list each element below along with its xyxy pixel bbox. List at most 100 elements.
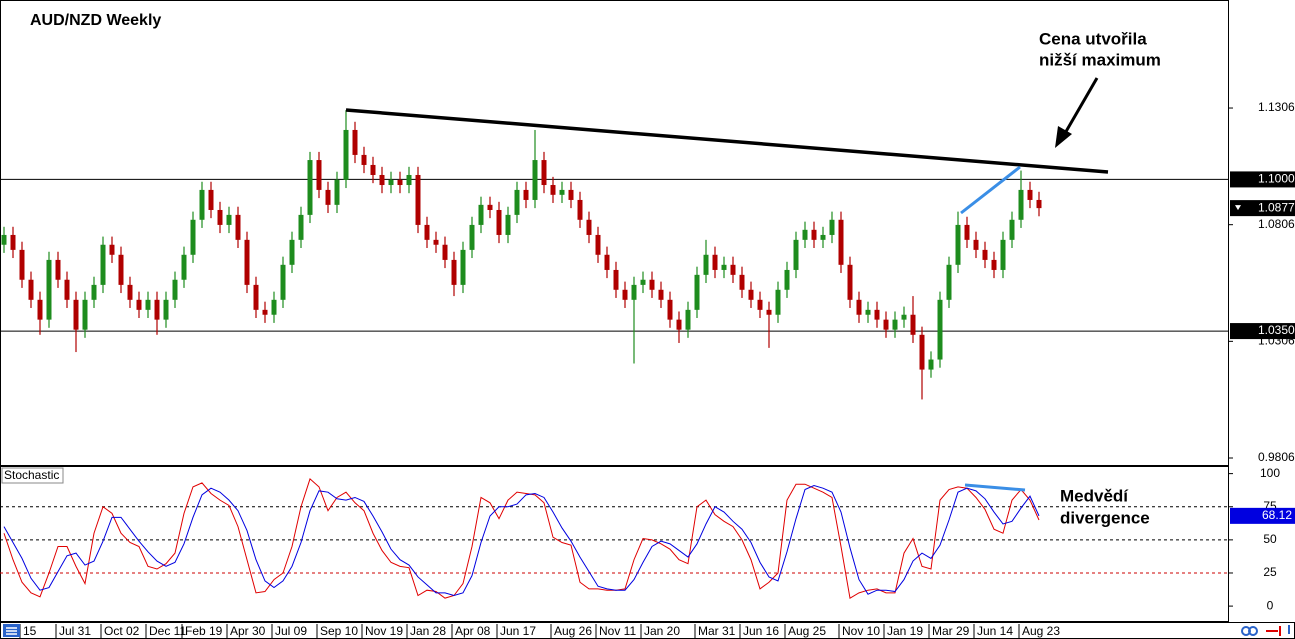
annotation: Cena utvořila xyxy=(1039,29,1147,48)
candle-body xyxy=(10,234,16,250)
x-tick-label: Oct 02 xyxy=(104,624,140,638)
candle-body xyxy=(865,309,871,315)
candle-body xyxy=(946,264,952,300)
candle-body xyxy=(64,279,70,300)
candle-body xyxy=(388,179,394,186)
candle-body xyxy=(136,299,142,310)
candle-body xyxy=(721,264,727,270)
candle-body xyxy=(91,284,97,300)
candle-body xyxy=(19,249,25,280)
candle-body xyxy=(235,214,241,240)
candle-body xyxy=(199,189,205,220)
candle-body xyxy=(145,299,151,310)
candle-body xyxy=(433,239,439,245)
candle-body xyxy=(397,179,403,186)
candle-body xyxy=(919,334,925,370)
last-price-label: 1.0877 xyxy=(1258,200,1295,214)
x-tick-label: 15 xyxy=(23,624,37,638)
candle-body xyxy=(667,299,673,320)
candle-body xyxy=(847,264,853,300)
candle-body xyxy=(82,299,88,330)
x-tick-label: Dec 11 xyxy=(149,624,186,638)
candle-body xyxy=(793,239,799,270)
candle-body xyxy=(109,244,115,255)
candle-body xyxy=(505,214,511,235)
candle-body xyxy=(982,249,988,260)
candle-body xyxy=(181,254,187,280)
candle-body xyxy=(964,224,970,240)
candle-body xyxy=(307,160,313,215)
candle-body xyxy=(415,174,421,225)
x-tick-label: Apr 08 xyxy=(455,624,491,638)
candle-body xyxy=(1018,189,1024,220)
candle-body xyxy=(271,299,277,315)
indicator-pane xyxy=(0,466,1229,622)
x-tick-label: Apr 30 xyxy=(230,624,266,638)
candle-body xyxy=(937,299,943,360)
menu-icon[interactable] xyxy=(3,624,20,637)
level-label-box xyxy=(1230,323,1295,340)
candle-body xyxy=(262,309,268,315)
x-tick-label: Aug 26 xyxy=(554,624,592,638)
last-value-box xyxy=(1230,507,1295,524)
candle-body xyxy=(460,249,466,285)
highs-line xyxy=(960,165,1021,215)
candle-body xyxy=(658,289,664,300)
candle-body xyxy=(955,224,961,265)
x-tick-label: Sep 10 xyxy=(320,624,358,638)
candle-body xyxy=(442,244,448,260)
last-price-arrow xyxy=(1235,205,1241,211)
candle-body xyxy=(469,224,475,250)
candle-body xyxy=(892,319,898,330)
candle-body xyxy=(55,259,61,280)
candle-body xyxy=(73,299,79,330)
x-tick-label: Nov 19 xyxy=(365,624,403,638)
x-tick-label: Jun 17 xyxy=(500,624,536,638)
candle-body xyxy=(802,229,808,240)
candle-body xyxy=(586,219,592,235)
candle-body xyxy=(811,229,817,240)
candle-body xyxy=(478,204,484,225)
candle-body xyxy=(487,204,493,210)
candle-body xyxy=(703,254,709,275)
candle-body xyxy=(163,299,169,320)
candle-body xyxy=(820,234,826,240)
indicator-title: Stochastic xyxy=(4,468,59,482)
arrow-shaft xyxy=(1062,77,1099,136)
candle-body xyxy=(253,284,259,310)
link-icon[interactable] xyxy=(1248,626,1258,636)
candle-body xyxy=(550,185,556,195)
toolbar-icons[interactable] xyxy=(1241,625,1290,636)
y-tick-label: 1.0806 xyxy=(1258,217,1295,231)
y-tick-label: 0 xyxy=(1267,598,1274,612)
x-tick-label: Jul 09 xyxy=(275,624,307,638)
candle-body xyxy=(622,289,628,300)
candle-body xyxy=(901,314,907,320)
x-tick-label: Nov 10 xyxy=(842,624,880,638)
candle-body xyxy=(829,219,835,235)
candle-body xyxy=(1036,199,1042,209)
candle-body xyxy=(766,309,772,315)
x-tick-label: Jan 20 xyxy=(644,624,680,638)
candle-body xyxy=(694,274,700,310)
candle-body xyxy=(577,199,583,220)
candle-body xyxy=(883,319,889,330)
annotation: Medvědí xyxy=(1060,486,1129,505)
x-tick-label: Nov 11 xyxy=(599,624,636,638)
candle-body xyxy=(334,179,340,205)
candle-body xyxy=(514,189,520,215)
candle-body xyxy=(118,254,124,285)
candle-body xyxy=(325,189,331,205)
candle-body xyxy=(613,269,619,290)
y-tick-label: 100 xyxy=(1260,466,1280,480)
candle-body xyxy=(685,309,691,330)
candle-body xyxy=(154,299,160,320)
y-tick-label: 0.9806 xyxy=(1258,450,1295,464)
candle-body xyxy=(676,319,682,330)
candle-body xyxy=(352,129,358,155)
y-tick-label: 50 xyxy=(1263,532,1277,546)
x-tick-label: Jan 19 xyxy=(887,624,923,638)
candle-body xyxy=(361,154,367,165)
